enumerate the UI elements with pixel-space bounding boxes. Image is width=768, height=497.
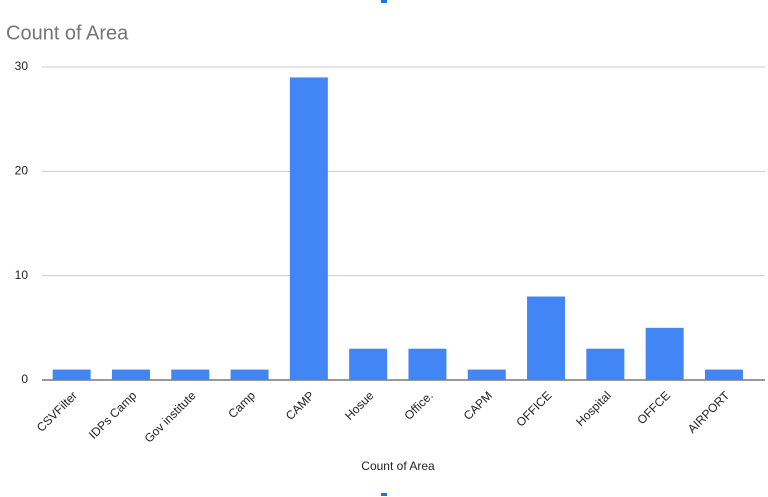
bar	[111, 369, 150, 380]
bar	[349, 348, 388, 380]
bar	[230, 369, 269, 380]
bar	[586, 348, 625, 380]
bar	[704, 369, 743, 380]
bar	[52, 369, 91, 380]
y-tick-label: 10	[15, 268, 29, 282]
y-tick-label: 30	[15, 59, 29, 73]
y-tick-label: 20	[15, 164, 29, 178]
resize-handle[interactable]	[381, 493, 387, 496]
y-tick-label: 0	[21, 372, 28, 386]
bar	[527, 296, 566, 380]
bar	[408, 348, 447, 380]
x-axis-title: Count of Area	[361, 459, 435, 473]
resize-handle[interactable]	[381, 0, 387, 3]
chart-title: Count of Area	[6, 22, 129, 44]
bar	[467, 369, 506, 380]
bar	[289, 77, 328, 380]
bar	[645, 327, 684, 380]
bar	[171, 369, 210, 380]
